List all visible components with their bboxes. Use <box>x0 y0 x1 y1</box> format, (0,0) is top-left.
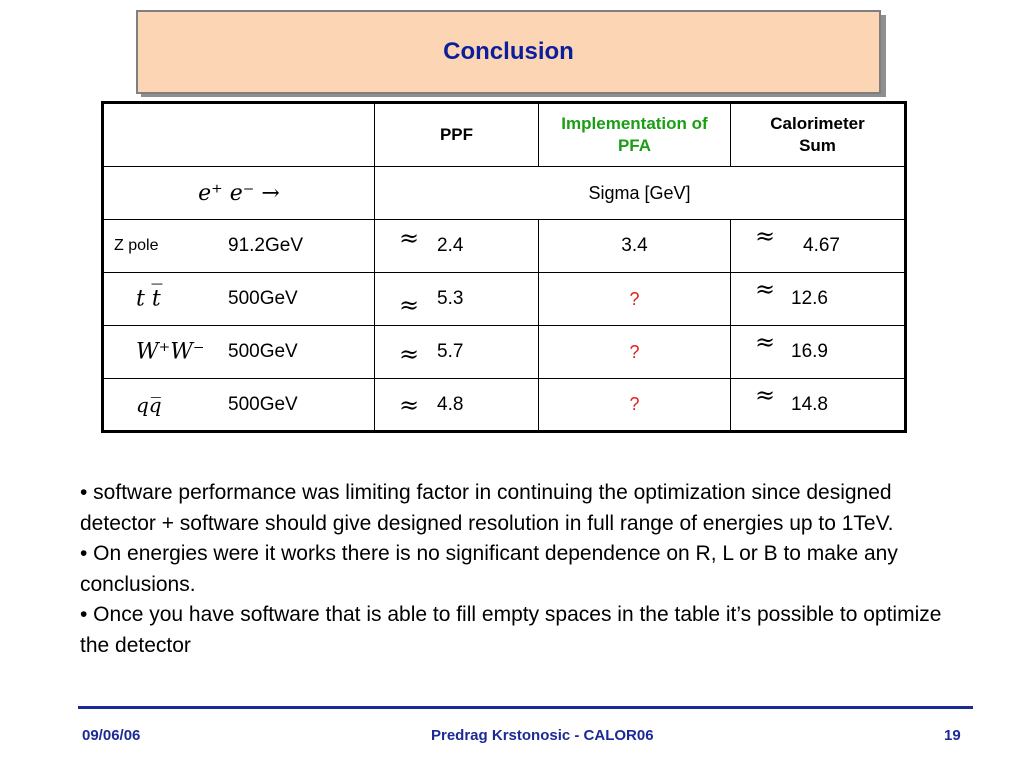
process-label: t t̅ <box>136 286 161 312</box>
sigma-label: Sigma [GeV] <box>374 166 906 220</box>
pfa-value: ? <box>629 341 640 362</box>
bullet-list: • software performance was limiting fact… <box>80 478 950 661</box>
approx-icon: ≈ <box>399 391 420 419</box>
approx-icon: ≈ <box>399 340 420 368</box>
cal-value: 4.67 <box>803 235 840 256</box>
ppf-value: 5.3 <box>437 288 464 309</box>
bullet-item: • On energies were it works there is no … <box>80 542 898 596</box>
footer-date: 09/06/06 <box>82 727 141 744</box>
ppf-cell: ≈ 5.3 <box>374 272 539 326</box>
footer-author: Predrag Krstonosic - CALOR06 <box>431 727 654 744</box>
approx-icon: ≈ <box>755 328 776 356</box>
title-box: Conclusion <box>136 10 881 94</box>
pfa-value: 3.4 <box>621 235 648 256</box>
table-row: W⁺W⁻ 500GeV ≈ 5.7 ? ≈ 16.9 <box>102 325 906 379</box>
ppf-cell: ≈ 5.7 <box>374 325 539 379</box>
process-label: Z pole <box>114 237 159 254</box>
energy-value: 500GeV <box>228 393 298 415</box>
pfa-cell: ? <box>538 378 731 432</box>
results-table: PPF Implementation of PFA Calorimeter Su… <box>101 101 907 433</box>
header-empty <box>102 102 375 167</box>
ppf-value: 4.8 <box>437 393 464 415</box>
table-row: Z pole 91.2GeV ≈ 2.4 3.4 ≈ 4.67 <box>102 219 906 273</box>
process-cell: t t̅ 500GeV <box>102 272 375 326</box>
energy-value: 500GeV <box>228 288 298 309</box>
pfa-value: ? <box>629 288 640 309</box>
reaction-formula: e⁺ e⁻ → <box>198 180 280 206</box>
process-label: qq̅ <box>136 392 162 417</box>
approx-icon: ≈ <box>399 291 420 319</box>
approx-icon: ≈ <box>755 275 776 303</box>
cal-cell: ≈ 4.67 <box>730 219 906 273</box>
process-label: W⁺W⁻ <box>136 339 205 365</box>
cal-value: 12.6 <box>791 288 828 309</box>
ppf-cell: ≈ 2.4 <box>374 219 539 273</box>
cal-cell: ≈ 16.9 <box>730 325 906 379</box>
pfa-value: ? <box>629 394 640 414</box>
pfa-cell: ? <box>538 272 731 326</box>
energy-value: 500GeV <box>228 341 298 362</box>
process-cell: W⁺W⁻ 500GeV <box>102 325 375 379</box>
slide-title: Conclusion <box>443 38 574 65</box>
pfa-cell: ? <box>538 325 731 379</box>
cal-value: 16.9 <box>791 341 828 362</box>
cal-cell: ≈ 14.8 <box>730 378 906 432</box>
header-pfa: Implementation of PFA <box>538 102 731 167</box>
ppf-cell: ≈ 4.8 <box>374 378 539 432</box>
cal-cell: ≈ 12.6 <box>730 272 906 326</box>
process-cell: qq̅ 500GeV <box>102 378 375 432</box>
cal-value: 14.8 <box>791 393 828 415</box>
bullet-item: • Once you have software that is able to… <box>80 603 942 657</box>
approx-icon: ≈ <box>755 222 776 250</box>
bullet-item: • software performance was limiting fact… <box>80 481 894 535</box>
page-number: 19 <box>944 727 961 744</box>
reaction-cell: e⁺ e⁻ → <box>102 166 375 220</box>
process-cell: Z pole 91.2GeV <box>102 219 375 273</box>
energy-value: 91.2GeV <box>228 235 303 256</box>
header-pfa-label: Implementation of PFA <box>561 114 708 155</box>
table-row: t t̅ 500GeV ≈ 5.3 ? ≈ 12.6 <box>102 272 906 326</box>
approx-icon: ≈ <box>399 224 420 252</box>
pfa-cell: 3.4 <box>538 219 731 273</box>
footer-divider <box>78 706 973 709</box>
approx-icon: ≈ <box>755 381 776 409</box>
table-row: qq̅ 500GeV ≈ 4.8 ? ≈ 14.8 <box>102 378 906 432</box>
header-calorimeter-label: Calorimeter Sum <box>770 114 865 155</box>
header-ppf: PPF <box>374 102 539 167</box>
ppf-value: 2.4 <box>437 235 464 256</box>
table-header-row: PPF Implementation of PFA Calorimeter Su… <box>102 102 906 167</box>
table-row-reaction: e⁺ e⁻ → Sigma [GeV] <box>102 166 906 220</box>
ppf-value: 5.7 <box>437 341 464 362</box>
header-calorimeter: Calorimeter Sum <box>730 102 906 167</box>
